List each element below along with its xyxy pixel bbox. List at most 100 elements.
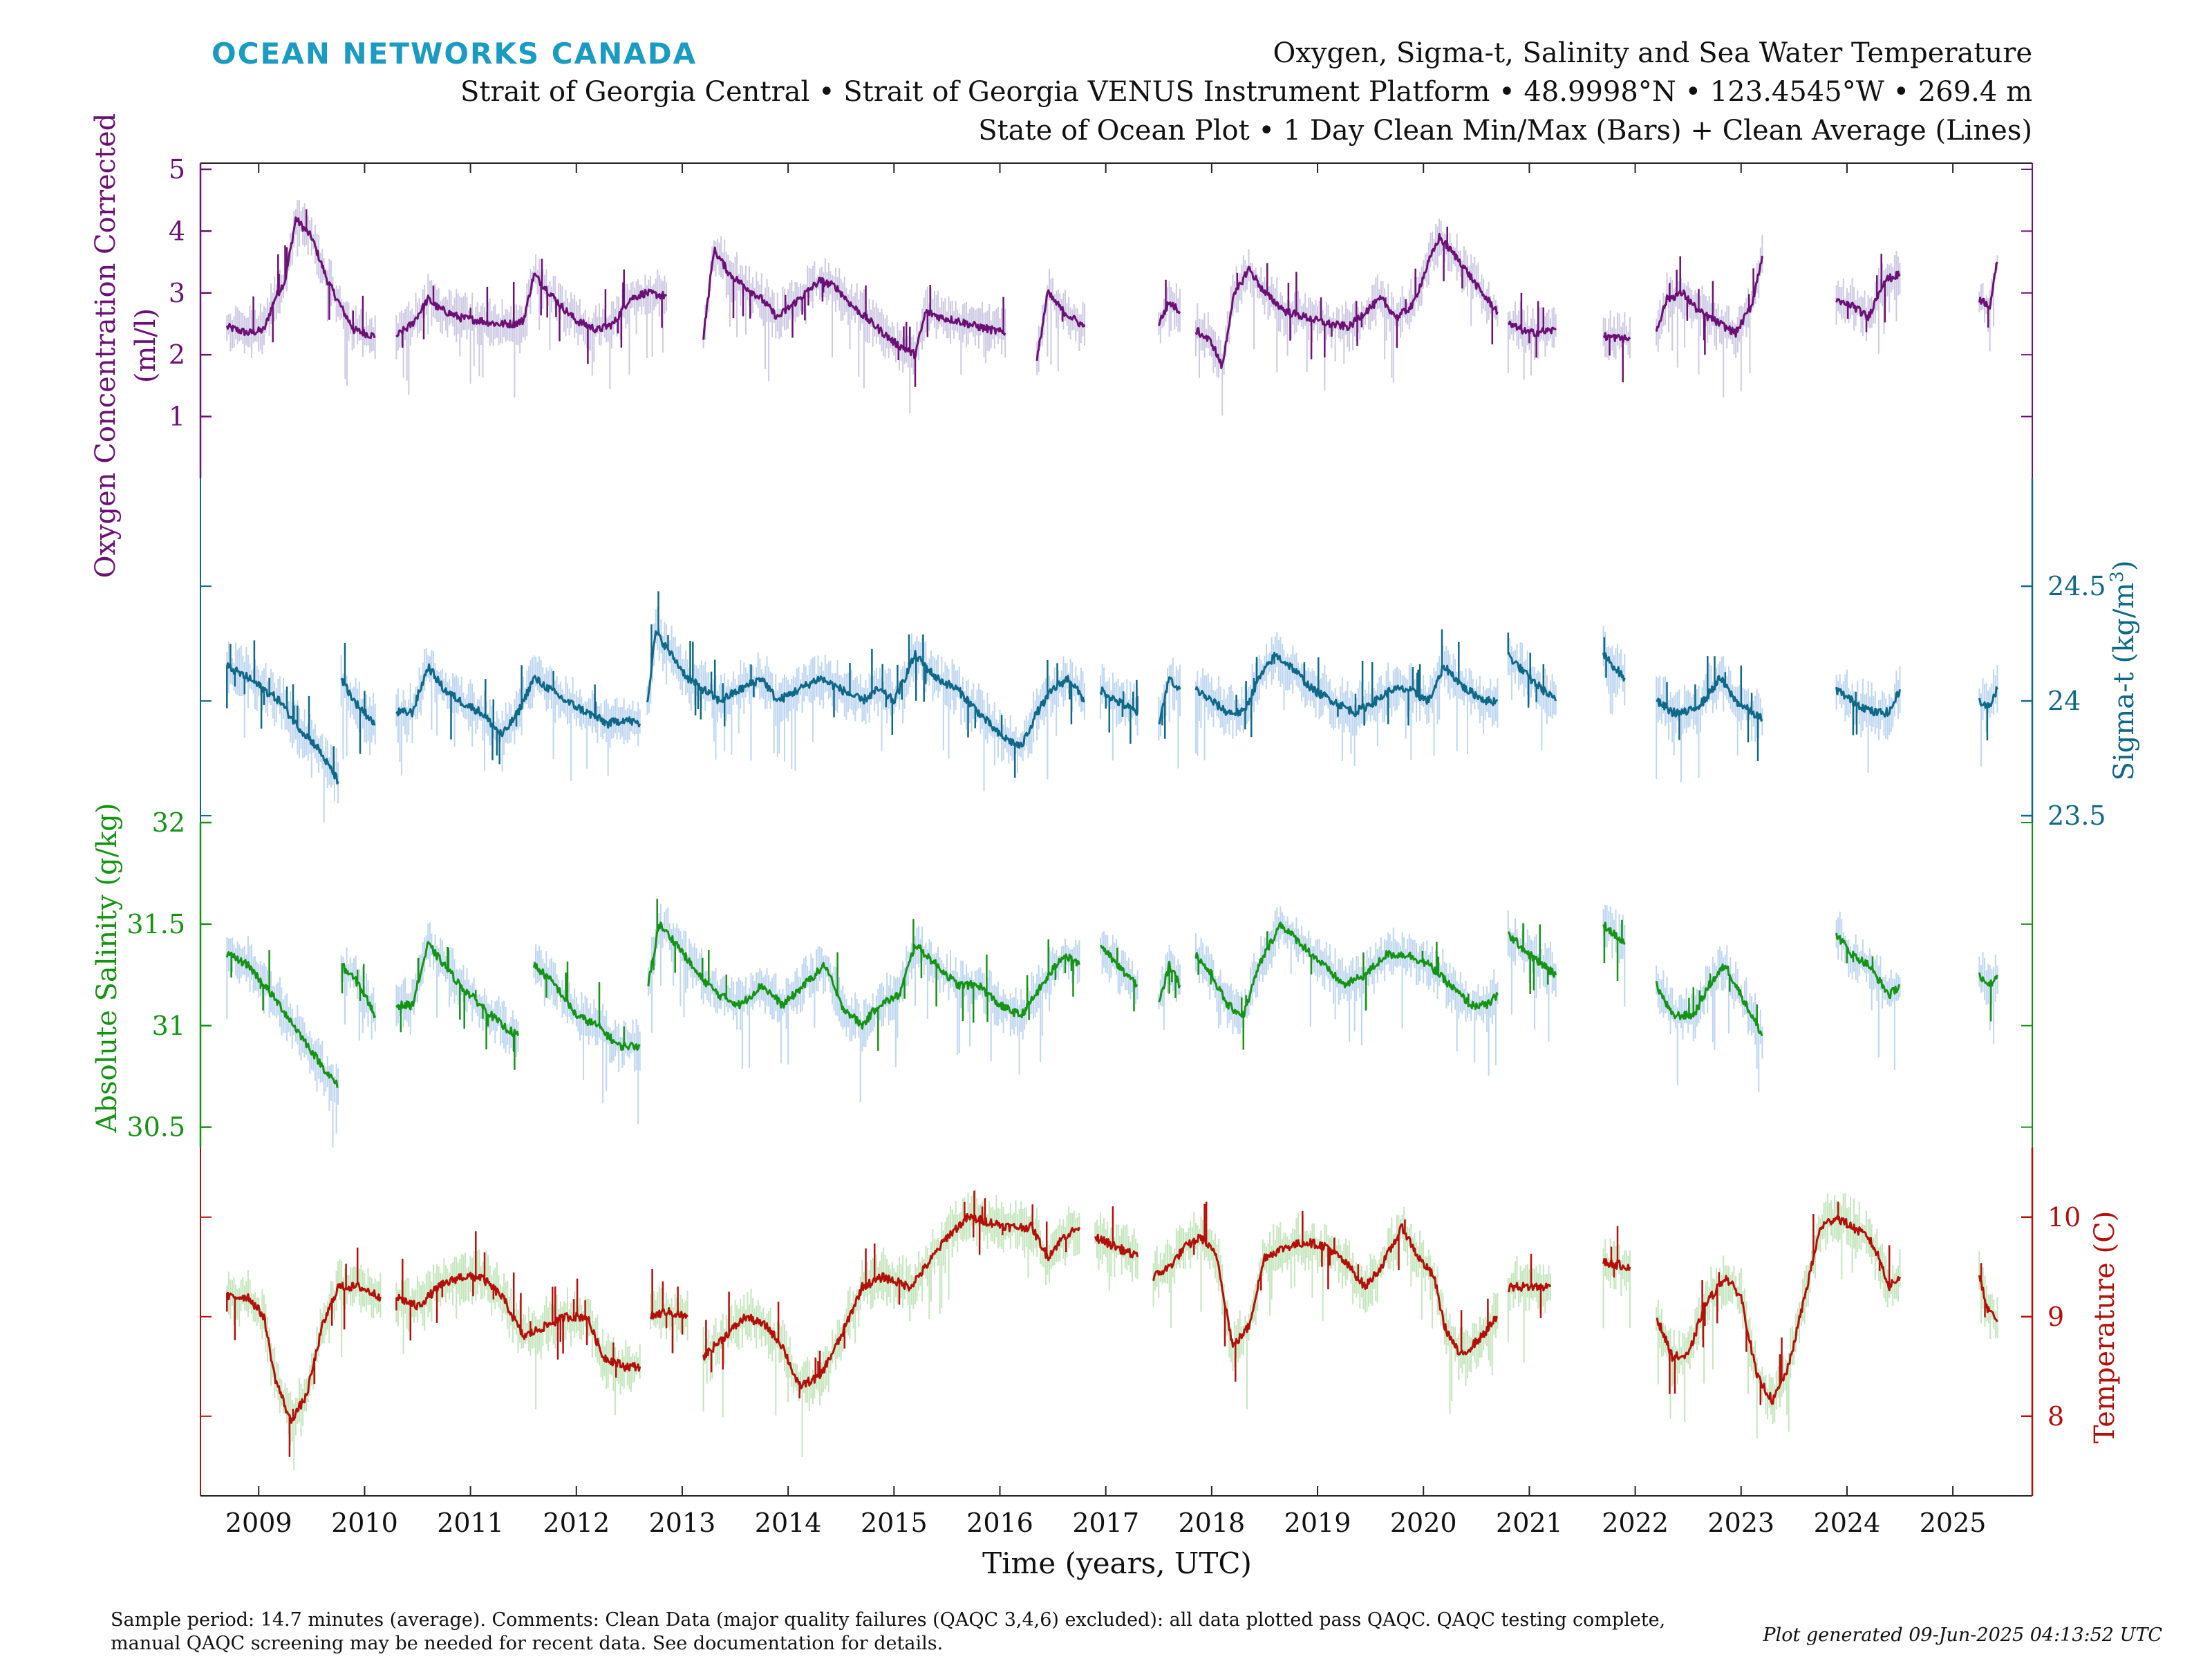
salinity-spikes-3 [545, 962, 625, 1043]
salinity-spikes-5 [1116, 948, 1135, 1012]
oxygen-line-segment-8 [1655, 255, 1763, 338]
temperature-series [226, 1190, 1998, 1457]
sigma_t-line-segment-3 [646, 630, 1085, 749]
salinity-line-segment-3 [533, 962, 641, 1051]
salinity-spikes-8 [1522, 923, 1549, 994]
salinity-tick-label: 31 [152, 1011, 185, 1041]
sigma_t-line-segment-4 [1099, 686, 1139, 716]
x-tick-label: 2025 [1920, 1508, 1987, 1538]
salinity-line-segment-0 [225, 951, 339, 1088]
plot-generated-timestamp: Plot generated 09-Jun-2025 04:13:52 UTC [1762, 1624, 2162, 1646]
sigma_t-line-segment-1 [340, 677, 376, 726]
temperature-tick-label: 9 [2047, 1302, 2064, 1332]
sigma_t-spikes-6 [1235, 629, 1460, 738]
temperature-line-segment-4 [1094, 1233, 1139, 1259]
sigma_t-spikes-9 [1666, 656, 1759, 761]
salinity-tick-label: 31.5 [126, 909, 185, 939]
x-tick-label: 2014 [755, 1508, 822, 1538]
oxygen-spikes-5 [1236, 226, 1494, 359]
salinity-spikes-2 [400, 947, 516, 1070]
temperature-line-segment-0 [227, 1282, 382, 1424]
salinity-line-segment-1 [341, 962, 377, 1019]
oxygen-tick-label: 2 [169, 339, 185, 370]
x-tick-label: 2020 [1390, 1508, 1457, 1538]
sigma_t-spikes-8 [1603, 637, 1607, 678]
salinity-line-segment-10 [1655, 963, 1763, 1037]
oxygen-axis-label-line1: Oxygen Concentration Corrected [90, 113, 122, 579]
oxygen-spikes-0 [252, 209, 364, 343]
oxygen-line-segment-0 [225, 216, 376, 339]
x-tick-label: 2011 [437, 1508, 504, 1538]
temperature-spikes-9 [1980, 1263, 1986, 1318]
salinity-spikes-4 [653, 899, 1074, 1051]
x-tick-label: 2013 [649, 1508, 716, 1538]
temperature-line-segment-2 [649, 1307, 688, 1320]
x-tick-label: 2012 [543, 1508, 610, 1538]
salinity-spikes-6 [1168, 962, 1177, 998]
salinity-line-segment-5 [1099, 944, 1138, 988]
salinity-line-segment-2 [395, 941, 519, 1038]
temperature-tick-label: 10 [2047, 1202, 2081, 1232]
oxygen-tick-label: 1 [169, 402, 185, 432]
chart-subtitle-location: Strait of Georgia Central • Strait of Ge… [460, 76, 2032, 108]
chart-subtitle-plot-type: State of Ocean Plot • 1 Day Clean Min/Ma… [978, 115, 2032, 147]
sigma_t-tick-label: 24.5 [2047, 571, 2106, 601]
oxygen-line-segment-4 [1157, 301, 1181, 326]
sigma_t-line-segment-7 [1507, 652, 1557, 702]
x-tick-label: 2018 [1179, 1508, 1246, 1538]
sigma_t-series [225, 591, 1998, 785]
sigma_t-spikes-7 [1507, 632, 1545, 708]
temperature-line-segment-7 [1602, 1257, 1631, 1271]
sigma_t-spikes-4 [1105, 679, 1138, 744]
oxygen-tick-label: 5 [169, 154, 185, 185]
oxygen-spikes-1 [402, 259, 663, 364]
x-tick-label: 2024 [1814, 1508, 1881, 1538]
x-tick-label: 2017 [1072, 1508, 1139, 1538]
sigma_t-spikes-5 [1161, 697, 1166, 739]
oxygen-spikes-8 [1669, 256, 1754, 355]
footer-note-line2: manual QAQC screening may be needed for … [111, 1633, 943, 1654]
salinity-series [225, 899, 1998, 1088]
temperature-line-segment-5 [1152, 1223, 1498, 1356]
plot-frame [200, 162, 2032, 1497]
oxygen-line-segment-9 [1835, 270, 1901, 321]
x-tick-label: 2015 [861, 1508, 928, 1538]
temperature-spikes-6 [1530, 1253, 1542, 1318]
oxygen-axis-label-line2: (ml/l) [130, 308, 162, 383]
salinity-spikes-10 [1688, 973, 1758, 1024]
sigma_t-line-segment-2 [395, 663, 641, 738]
temperature-line-segment-9 [1978, 1275, 1998, 1322]
oxygen-tick-label: 3 [169, 278, 185, 308]
sigma-t-axis-label: Sigma-t (kg/m3) [2107, 561, 2140, 781]
salinity-line-segment-12 [1978, 972, 1998, 988]
x-tick-label: 2023 [1707, 1508, 1774, 1538]
sigma_t-line-segment-9 [1656, 675, 1763, 722]
oxygen-series [225, 209, 1998, 387]
temperature-spikes-1 [395, 1231, 617, 1378]
sigma_t-line-segment-0 [225, 662, 339, 785]
sigma_t-spikes-2 [450, 665, 597, 765]
oxygen-spikes-2 [732, 278, 1004, 387]
average-lines [225, 209, 1998, 1457]
sigma_t-line-segment-10 [1835, 686, 1901, 718]
x-tick-label: 2021 [1496, 1508, 1563, 1538]
sigma_t-spikes-0 [226, 640, 335, 775]
oxygen-tick-label: 4 [169, 216, 185, 246]
temperature-spikes-2 [651, 1268, 684, 1353]
salinity-spikes-1 [341, 964, 365, 1001]
oxygen-spikes-7 [1609, 337, 1624, 383]
salinity-axis-label: Absolute Salinity (g/kg) [91, 803, 123, 1133]
oxygen-line-segment-2 [702, 246, 1006, 359]
x-tick-label: 2019 [1284, 1508, 1351, 1538]
salinity-tick-label: 32 [152, 807, 185, 838]
x-axis-label: Time (years, UTC) [982, 1546, 1252, 1580]
sigma_t-spikes-10 [1852, 691, 1858, 735]
x-tick-label: 2022 [1602, 1508, 1669, 1538]
salinity-spikes-9 [1603, 919, 1623, 981]
sigma_t-tick-label: 23.5 [2047, 800, 2106, 831]
temperature-tick-label: 8 [2047, 1401, 2064, 1432]
sigma_t-line-segment-11 [1978, 686, 1998, 709]
sigma_t-spikes-1 [344, 642, 366, 754]
salinity-spikes-7 [1197, 931, 1470, 1050]
